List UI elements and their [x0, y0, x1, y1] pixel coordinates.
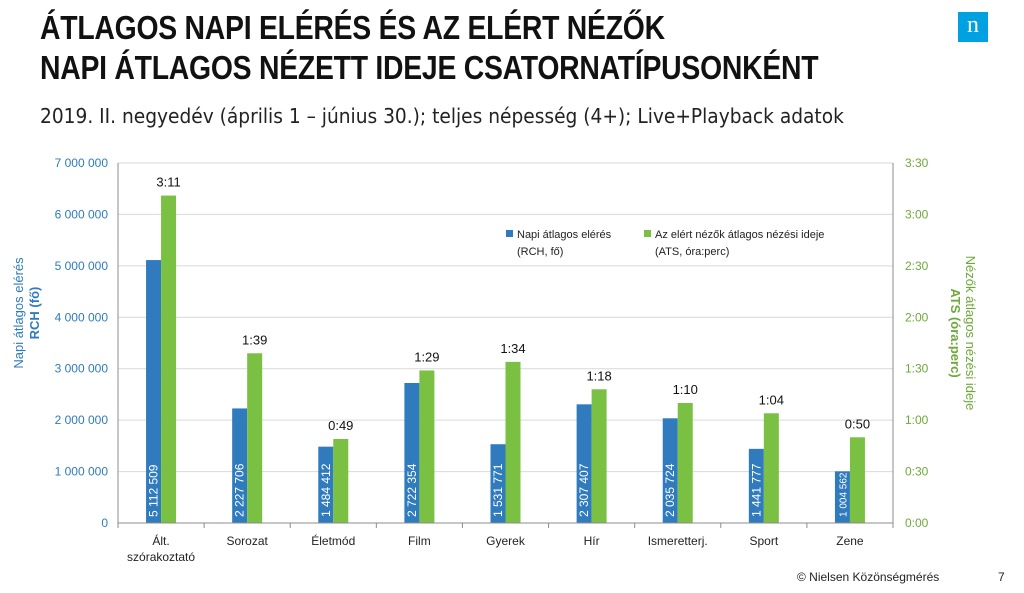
legend-ats-text: (ATS, óra:perc)	[655, 246, 729, 258]
labels: 5 112 509 3:11 Ált. szórakoztató 2 227 706 1:…	[127, 175, 870, 564]
ats-value-label: 1:04	[759, 392, 784, 407]
category-label: Ált.	[152, 533, 169, 548]
ats-bar	[677, 403, 693, 523]
ats-value-label: 1:10	[673, 382, 698, 397]
left-tick-label: 6 000 000	[55, 207, 109, 221]
category-label: Zene	[836, 534, 864, 548]
ats-bar	[591, 389, 607, 523]
rch-bar	[404, 382, 420, 523]
ats-value-label: 3:11	[156, 175, 180, 190]
legend-rch-text: Napi átlagos elérés	[517, 229, 612, 241]
ats-value-label: 1:39	[242, 332, 267, 347]
rch-bar	[232, 408, 248, 523]
copyright-text: © Nielsen Közönségmérés	[797, 570, 940, 584]
category-label: Ismeretterj.	[648, 534, 708, 548]
right-tick-label: 2:00	[905, 310, 929, 324]
ats-bar	[333, 439, 349, 523]
nielsen-logo: n	[958, 12, 988, 42]
axes: 0 1 000 000 2 000 000 3 000 000 4 000 000 5 0…	[11, 156, 978, 530]
left-tick-label: 2 000 000	[55, 413, 109, 427]
rch-value-label: 2 035 724	[663, 463, 677, 517]
right-tick-label: 0:30	[905, 465, 929, 479]
left-tick-label: 3 000 000	[55, 362, 109, 376]
category-label: Film	[408, 534, 431, 548]
rch-bar	[748, 448, 764, 523]
category-label: Sorozat	[226, 534, 268, 548]
category-label: Gyerek	[486, 534, 526, 548]
rch-value-label: 1 531 771	[491, 463, 505, 517]
right-axis-title-line2: ATS (óra:perc)	[948, 288, 963, 377]
legend-rch-text: (RCH, fő)	[517, 246, 563, 258]
ats-value-label: 1:34	[500, 341, 525, 356]
ats-bar	[161, 195, 177, 524]
legend-ats-swatch	[644, 230, 651, 237]
rch-value-label: 2 722 354	[405, 463, 419, 517]
page-subtitle: 2019. II. negyedév (április 1 – június 3…	[40, 104, 844, 128]
category-label: Hír	[584, 534, 600, 548]
category-label: szórakoztató	[127, 550, 195, 564]
ats-bar	[247, 353, 263, 523]
left-tick-label: 1 000 000	[55, 465, 109, 479]
rch-value-label: 1 441 777	[749, 463, 763, 517]
category-label: Sport	[749, 534, 778, 548]
rch-bar	[490, 444, 506, 523]
ats-value-label: 0:49	[328, 418, 353, 433]
page-title-line1: ÁTLAGOS NAPI ELÉRÉS ÉS AZ ELÉRT NÉZŐK	[40, 9, 665, 46]
left-axis-title-line2: RCH (fő)	[27, 287, 42, 340]
nielsen-logo-letter: n	[967, 12, 979, 38]
right-tick-label: 1:00	[905, 413, 929, 427]
page-number: 7	[998, 570, 1005, 584]
left-axis-title-line1: Napi átlagos elérés	[11, 257, 26, 369]
rch-bar	[662, 418, 678, 523]
left-tick-label: 5 000 000	[55, 259, 109, 273]
ats-bar	[419, 370, 435, 523]
ats-value-label: 0:50	[845, 416, 870, 431]
right-tick-label: 3:30	[905, 156, 929, 170]
legend-ats-text: Az elért nézők átlagos nézési ideje	[655, 229, 824, 241]
rch-bar	[146, 260, 162, 523]
ats-bar	[505, 361, 521, 523]
right-tick-label: 0:00	[905, 516, 929, 530]
right-axis-title-line1: Nézők átlagos nézési ideje	[963, 256, 978, 411]
category-label: Életmód	[311, 533, 355, 548]
rch-value-label: 2 307 407	[577, 463, 591, 517]
rch-value-label: 2 227 706	[233, 463, 247, 517]
left-tick-label: 7 000 000	[55, 156, 109, 170]
rch-value-label: 1 484 412	[319, 463, 333, 517]
rch-bar	[576, 404, 592, 523]
right-tick-label: 1:30	[905, 362, 929, 376]
left-tick-label: 0	[101, 516, 108, 530]
bars	[146, 195, 865, 524]
ats-value-label: 1:18	[586, 368, 611, 383]
ats-bar	[763, 413, 779, 523]
ats-bar	[849, 437, 865, 523]
rch-value-label: 5 112 509	[147, 464, 161, 517]
ats-value-label: 1:29	[414, 349, 439, 364]
right-tick-label: 3:00	[905, 207, 929, 221]
page-title-line2: NAPI ÁTLAGOS NÉZETT IDEJE CSATORNATÍPUSO…	[40, 49, 819, 86]
legend: Napi átlagos elérés (RCH, fő) Az elért néz…	[506, 229, 824, 258]
rch-value-label: 1 004 562	[838, 472, 849, 517]
rch-bar	[318, 446, 334, 523]
rch-bar	[834, 471, 850, 523]
right-tick-label: 2:30	[905, 259, 929, 273]
legend-rch-swatch	[506, 230, 513, 237]
left-tick-label: 4 000 000	[55, 310, 109, 324]
